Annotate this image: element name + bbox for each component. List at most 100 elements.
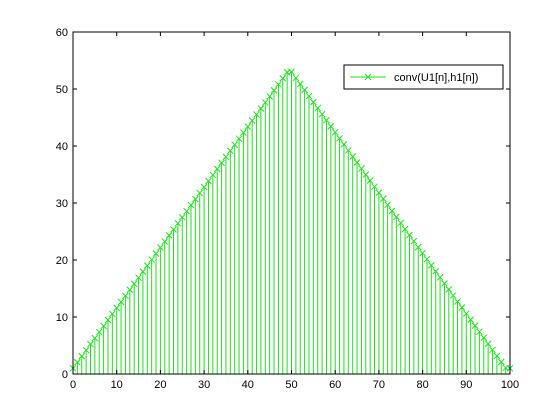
stem-marker-x — [336, 135, 343, 142]
stem-marker-x — [467, 316, 475, 323]
stem-marker-x — [309, 98, 317, 106]
stem-marker-x — [209, 171, 217, 179]
stem-marker-x — [95, 328, 103, 336]
y-tick-label: 50 — [56, 84, 68, 96]
stem-marker-x — [152, 250, 160, 257]
stem-marker-x — [427, 261, 435, 269]
stem-marker-x — [314, 104, 322, 112]
stem-marker-x — [344, 147, 352, 154]
x-tick-label: 20 — [154, 379, 166, 391]
stem-marker-x — [104, 316, 112, 324]
stem-marker-x — [371, 183, 378, 191]
stem-marker-x — [375, 189, 383, 197]
stem-marker-x — [170, 225, 177, 233]
stem-marker-x — [449, 292, 457, 299]
x-tick-label: 70 — [373, 379, 385, 391]
x-tick-label: 50 — [285, 379, 297, 391]
stem-markers — [69, 68, 514, 372]
stem-marker-x — [82, 346, 90, 354]
stem-marker-x — [253, 111, 260, 118]
stem-marker-x — [471, 322, 479, 330]
stem-marker-x — [423, 255, 431, 263]
stem-marker-x — [419, 249, 426, 257]
stem-marker-x — [484, 340, 492, 348]
stem-marker-x — [143, 262, 151, 269]
stem-marker-x — [393, 213, 400, 221]
stem-marker-x — [388, 207, 396, 215]
stem-marker-x — [292, 74, 300, 82]
stem-marker-x — [148, 256, 156, 263]
stem-marker-x — [266, 93, 274, 100]
stem-marker-x — [161, 238, 169, 245]
stem-marker-x — [261, 99, 269, 106]
stem-marker-x — [353, 159, 361, 166]
stem-marker-x — [100, 322, 107, 330]
stem-marker-x — [122, 292, 129, 300]
x-tick-label: 40 — [242, 379, 254, 391]
stem-marker-x — [406, 231, 413, 239]
stem-marker-x — [244, 123, 252, 130]
stem-marker-x — [331, 128, 339, 136]
stem-marker-x — [126, 286, 134, 294]
stem-marker-x — [349, 153, 357, 160]
legend-marker — [364, 73, 372, 81]
stem-marker-x — [436, 273, 444, 281]
stem-marker-x — [493, 352, 501, 360]
stem-marker-x — [74, 358, 81, 366]
stem-marker-x — [240, 129, 247, 137]
stem-marker-x — [87, 340, 94, 348]
stem-marker-x — [135, 274, 142, 282]
stem-marker-x — [222, 153, 230, 161]
stem-marker-x — [432, 267, 440, 275]
stem-marker-x — [305, 92, 313, 100]
stem-marker-x — [362, 171, 370, 178]
stem-marker-x — [226, 147, 234, 155]
stem-marker-x — [441, 280, 448, 287]
stem-marker-x — [139, 268, 147, 275]
stem-marker-x — [187, 201, 195, 209]
stem-marker-x — [318, 110, 326, 118]
stem-marker-x — [379, 195, 387, 203]
stem-marker-x — [178, 213, 186, 221]
stem-marker-x — [117, 298, 125, 306]
x-tick-label: 100 — [501, 379, 519, 391]
stem-marker-x — [213, 165, 221, 173]
stem-marker-x — [279, 74, 287, 82]
stem-marker-x — [323, 116, 330, 124]
y-tick-label: 10 — [56, 312, 68, 324]
stem-marker-x — [108, 310, 116, 318]
stem-marker-x — [366, 177, 374, 185]
x-tick-label: 90 — [460, 379, 472, 391]
stem-marker-x — [301, 86, 308, 94]
legend-label: conv(U1[n],h1[n]) — [394, 72, 478, 84]
stem-marker-x — [200, 183, 208, 191]
stem-marker-x — [397, 219, 405, 227]
y-tick-label: 60 — [56, 27, 68, 39]
stem-marker-x — [196, 189, 204, 197]
stem-marker-x — [489, 346, 496, 354]
stem-marker-x — [165, 232, 173, 239]
stem-marker-x — [454, 298, 461, 305]
stem-marker-x — [414, 243, 422, 251]
stem-marker-x — [497, 358, 505, 366]
x-tick-label: 80 — [416, 379, 428, 391]
stem-marker-x — [458, 304, 466, 311]
stem-marker-x — [270, 87, 278, 94]
y-tick-label: 40 — [56, 141, 68, 153]
stem-marker-x — [384, 201, 391, 209]
stem-marker-x — [257, 105, 265, 112]
x-tick-label: 10 — [111, 379, 123, 391]
x-tick-label: 30 — [198, 379, 210, 391]
stem-marker-x — [480, 334, 488, 342]
stem-marker-x — [445, 286, 453, 293]
stem-marker-x — [130, 280, 138, 288]
y-tick-label: 20 — [56, 255, 68, 267]
x-axis-ticks: 0 10 20 30 40 50 60 70 80 90 100 — [70, 32, 519, 391]
stem-marker-x — [340, 141, 348, 148]
stem-marker-x — [183, 207, 190, 215]
x-tick-label: 0 — [70, 379, 76, 391]
stem-marker-x — [476, 328, 483, 336]
y-tick-label: 30 — [56, 198, 68, 210]
stem-marker-x — [231, 141, 239, 149]
stem-marker-x — [205, 177, 212, 185]
